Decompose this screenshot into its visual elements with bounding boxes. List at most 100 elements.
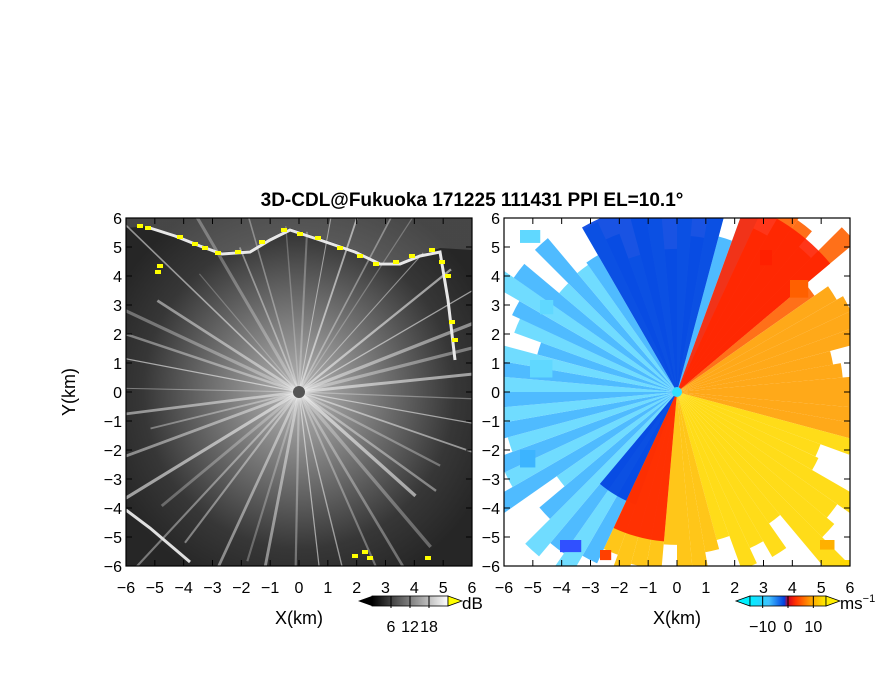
velocity-positive-sector [677, 392, 708, 566]
y-tick-label: 5 [113, 240, 122, 257]
reflectivity-ray [298, 391, 437, 492]
velocity-negative-strong-sector [582, 218, 724, 392]
velocity-negative-sector [539, 392, 677, 520]
velocity-negative-sector [513, 263, 677, 392]
velocity-echo-patch [520, 450, 536, 468]
saturated-echo-point [315, 236, 321, 240]
velocity-unit-base: ms [840, 594, 863, 613]
figure-title: 3D-CDL@Fukuoka 171225 111431 PPI EL=10.1… [261, 190, 684, 211]
velocity-echo-patch [530, 360, 553, 378]
y-tick-label: −6 [104, 559, 122, 576]
reflectivity-ray [160, 390, 300, 508]
reflectivity-ray [217, 391, 301, 566]
y-tick-label: −3 [482, 472, 500, 489]
velocity-echo-patch [760, 250, 772, 266]
velocity-center-marker [672, 387, 682, 397]
velocity-negative-sector [507, 392, 677, 452]
colorbar-tick-label: 10 [804, 619, 822, 636]
x-tick-label: −1 [639, 580, 657, 597]
velocity-positive-sector [677, 284, 815, 392]
saturated-echo-point [192, 242, 198, 246]
velocity-positive-sector [677, 376, 850, 392]
velocity-positive-sector [677, 286, 837, 392]
y-tick-label: −4 [482, 501, 500, 518]
reflectivity-ray [156, 299, 300, 394]
velocity-negative-strong-sector [599, 392, 677, 505]
saturated-echo-point [202, 246, 208, 250]
x-tick-label: 6 [468, 580, 477, 597]
x-tick-label: 0 [295, 580, 304, 597]
velocity-positive-sector [677, 392, 730, 540]
reflectivity-ray [297, 390, 417, 498]
x-tick-label: −4 [553, 580, 571, 597]
x-axis-label-right: X(km) [653, 608, 701, 628]
x-tick-label: −2 [610, 580, 628, 597]
y-tick-label: 0 [113, 385, 122, 402]
velocity-positive-sector [677, 392, 693, 566]
x-tick-label: 1 [323, 580, 332, 597]
reflectivity-ray [298, 372, 472, 394]
saturated-echo-point [362, 550, 368, 554]
y-tick-label: −3 [104, 472, 122, 489]
y-tick-label: 0 [491, 385, 500, 402]
reflectivity-ray [298, 391, 320, 566]
saturated-echo-point [449, 320, 455, 324]
reflectivity-ray [298, 218, 392, 393]
velocity-negative-sector [504, 376, 677, 392]
reflectivity-ray [198, 273, 300, 393]
axes: −6 −5 −4 −3 −2 −1 0 1 2 3 4 5 6 6 5 4 3 2 1 0 −1 −2 −3 −4 −5 −6 −6… [104, 211, 855, 597]
reflectivity-ray [298, 252, 424, 393]
reflectivity-ray [238, 247, 300, 393]
saturated-echo-point [235, 250, 241, 254]
velocity-echo-patch [790, 280, 809, 298]
x-tick-label: −6 [117, 580, 135, 597]
saturated-echo-point [409, 254, 415, 258]
reflectivity-ray [298, 268, 452, 393]
y-tick-label: 5 [491, 240, 500, 257]
reflectivity-colorbar-unit: dB [462, 594, 483, 613]
velocity-negative-sector [525, 392, 677, 557]
saturated-echo-point [357, 254, 363, 258]
saturated-echo-point [452, 338, 458, 342]
velocity-positive-strong-sector [613, 392, 677, 542]
velocity-panel [504, 218, 850, 566]
velocity-positive-sector [677, 392, 850, 455]
reflectivity-ray [294, 391, 301, 566]
velocity-positive-sector [677, 392, 847, 566]
velocity-negative-sector [556, 392, 677, 487]
y-tick-label: 6 [491, 211, 500, 228]
velocity-negative-sector [537, 342, 677, 392]
reflectivity-ray [297, 390, 432, 549]
reflectivity-ray [298, 391, 472, 400]
x-tick-label: 5 [817, 580, 826, 597]
velocity-negative-sector [504, 392, 677, 408]
y-tick-label: 6 [113, 211, 122, 228]
saturated-echo-point [157, 264, 163, 268]
x-tick-label: 1 [701, 580, 710, 597]
x-tick-label: −6 [495, 580, 513, 597]
y-tick-label: −5 [104, 530, 122, 547]
saturated-echo-point [215, 251, 221, 255]
reflectivity-ray [126, 309, 300, 394]
reflectivity-ray [298, 391, 343, 566]
velocity-negative-sector [559, 283, 677, 392]
saturated-echo-point [352, 554, 358, 558]
velocity-colorbar-unit: ms−1 [840, 593, 875, 613]
velocity-colorbar: −10 0 10 ms−1 [734, 593, 875, 636]
saturated-echo-point [297, 232, 303, 236]
reflectivity-ray [298, 218, 414, 393]
velocity-positive-sector [677, 392, 764, 549]
reflectivity-ray [126, 390, 300, 416]
velocity-positive-sector [677, 392, 781, 524]
y-tick-label: −2 [104, 443, 122, 460]
velocity-positive-sector [677, 392, 850, 408]
reflectivity-ray [298, 218, 332, 393]
velocity-positive-sector [677, 392, 821, 457]
reflectivity-ray [126, 224, 300, 393]
x-tick-label: 4 [410, 580, 419, 597]
radar-center-marker [293, 386, 305, 398]
velocity-negative-sector [504, 345, 677, 392]
reflectivity-ray [285, 226, 300, 393]
velocity-echo-patch [520, 230, 541, 243]
